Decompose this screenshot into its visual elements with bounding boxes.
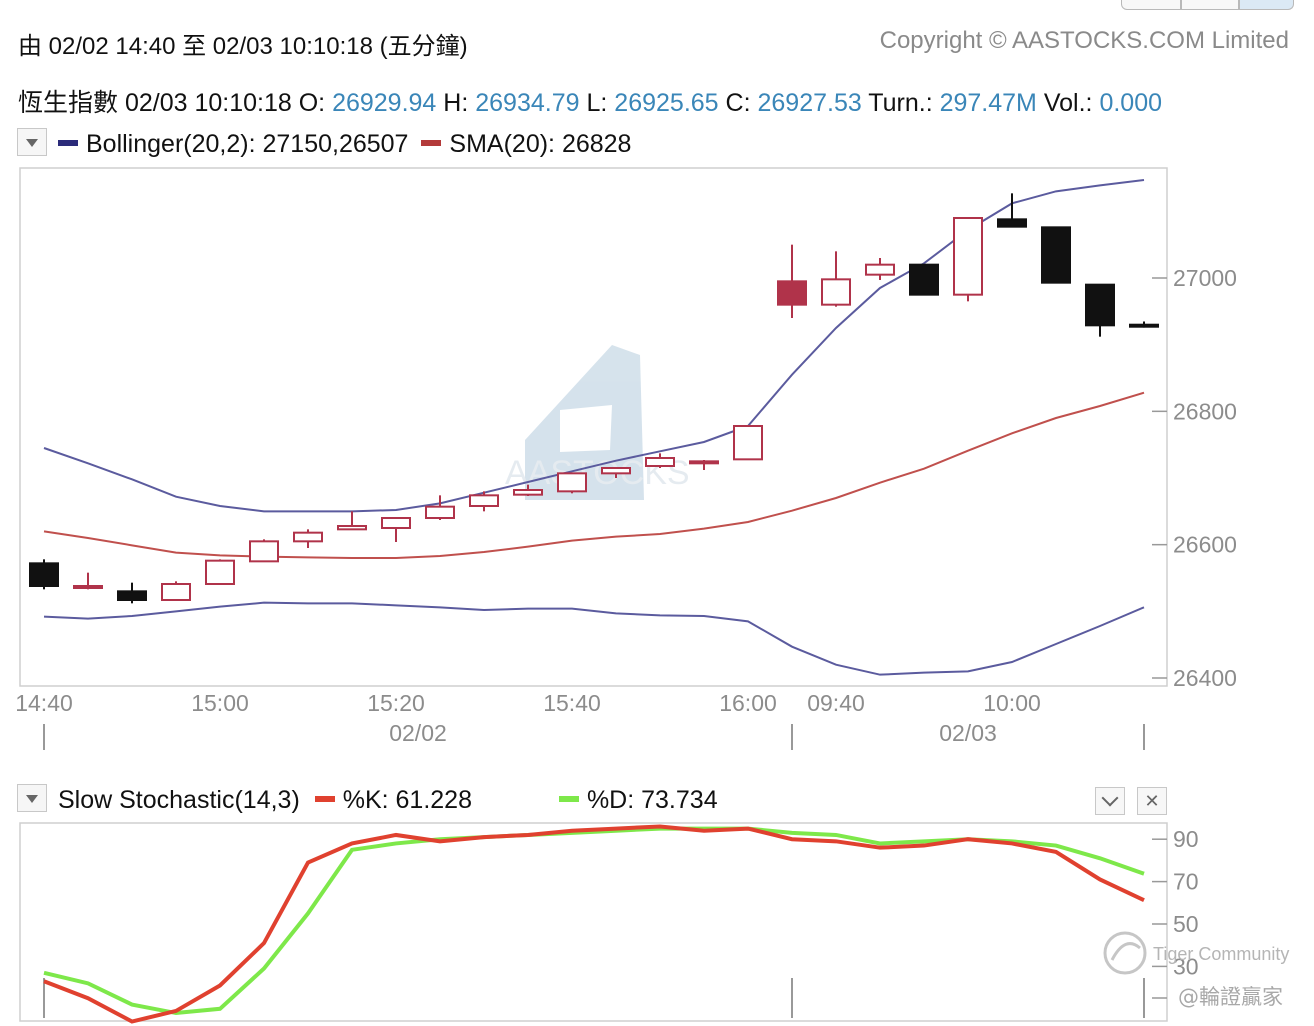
y-tick-label: 27000: [1173, 265, 1237, 291]
close-panel-button[interactable]: ✕: [1137, 787, 1167, 815]
price-plot-frame: [19, 167, 1168, 687]
aastocks-watermark: AASTOCKS: [505, 345, 690, 500]
quote-volume: 0.000: [1099, 89, 1163, 117]
bollinger-swatch: [58, 140, 78, 147]
candle-body: [997, 218, 1027, 228]
x-tick-label: 14:40: [15, 690, 73, 716]
collapse-panel-button[interactable]: [1095, 787, 1125, 815]
candle-body: [73, 585, 103, 589]
candle-body: [865, 263, 895, 276]
close-icon: ✕: [1144, 791, 1160, 811]
stoch-legend: Slow Stochastic(14,3) %K: 61.228 %D: 73.…: [58, 786, 718, 815]
candle-body: [117, 590, 147, 601]
legend-stoch-title: Slow Stochastic(14,3): [58, 786, 300, 814]
main-legend: Bollinger(20,2): 27150,26507 SMA(20): 26…: [58, 130, 631, 159]
candle-body: [953, 217, 983, 296]
date-label: 02/03: [939, 720, 997, 746]
quote-close-label: C:: [725, 89, 751, 117]
stoch-y-tick-label: 30: [1173, 953, 1199, 979]
quote-low: 26925.65: [614, 89, 719, 117]
k-swatch: [314, 796, 335, 803]
k-line: [43, 824, 1145, 1024]
chevron-down-icon: [26, 795, 38, 803]
quote-turnover-label: Turn.:: [868, 89, 933, 117]
candle-body: [557, 472, 587, 493]
author-watermark: @輪證贏家: [1178, 985, 1283, 1009]
sma-line: [43, 391, 1145, 559]
quote-info: 恆生指數 02/03 10:10:18 O: 26929.94 H: 26934…: [18, 83, 1162, 119]
legend-sma: SMA(20): 26828: [449, 130, 632, 158]
toolbar-tab-3[interactable]: [1239, 0, 1294, 10]
quote-volume-label: Vol.:: [1043, 89, 1093, 117]
x-tick-label: 09:40: [807, 690, 865, 716]
x-tick-label: 16:00: [719, 690, 777, 716]
stoch-y-tick-label: 70: [1173, 869, 1199, 895]
candle-body: [293, 531, 323, 543]
chevron-down-icon: [26, 139, 38, 147]
candlesticks: [29, 193, 1159, 604]
candle-body: [821, 278, 851, 306]
candle-body: [161, 583, 191, 601]
x-tick-label: 15:40: [543, 690, 601, 716]
quote-open: 26929.94: [332, 89, 437, 117]
candle-body: [205, 559, 235, 586]
d-swatch: [558, 796, 579, 803]
x-tick-label: 15:00: [191, 690, 249, 716]
candle-body: [645, 457, 675, 467]
quote-turnover: 297.47M: [939, 89, 1037, 117]
candle-body: [425, 505, 455, 519]
y-tick-label: 26600: [1173, 532, 1237, 558]
toolbar-tab-2[interactable]: [1181, 0, 1239, 10]
candle-body: [381, 517, 411, 529]
candle-body: [1129, 323, 1159, 328]
legend-d: %D: 73.734: [586, 786, 718, 814]
y-tick-label: 26800: [1173, 398, 1237, 424]
stoch-y-axis: 30 50 70 90: [43, 826, 1199, 1018]
copyright-text: Copyright © AASTOCKS.COM Limited: [879, 27, 1289, 54]
stoch-y-tick-label: 90: [1173, 826, 1199, 852]
sma-swatch: [421, 140, 442, 147]
quote-name-time: 恆生指數 02/03 10:10:18 O:: [18, 89, 326, 117]
date-range-label: 由 02/02 14:40 至 02/03 10:10:18 (五分鐘): [18, 33, 468, 60]
x-tick-label: 15:20: [367, 690, 425, 716]
stoch-plot-frame: [19, 822, 1168, 1022]
candle-body: [337, 525, 367, 531]
price-x-axis: 14:40 15:00 15:20 15:40 16:00 09:40 10:00 02/02…: [15, 690, 1145, 750]
candle-body: [777, 280, 807, 306]
candle-body: [29, 562, 59, 587]
quote-low-label: L:: [586, 89, 608, 117]
legend-k: %K: 61.228: [342, 786, 472, 814]
stochastic-lines: [43, 824, 1145, 1024]
candle-body: [601, 467, 631, 475]
legend-bollinger: Bollinger(20,2): 27150,26507: [86, 130, 409, 158]
date-label: 02/02: [389, 720, 447, 746]
candle-body: [689, 460, 719, 465]
main-indicator-dropdown[interactable]: [17, 128, 47, 156]
candle-body: [513, 489, 543, 496]
stoch-y-tick-label: 50: [1173, 911, 1199, 937]
quote-high: 26934.79: [475, 89, 580, 117]
toolbar-tab-1[interactable]: [1121, 0, 1181, 10]
quote-close: 26927.53: [757, 89, 862, 117]
bollinger-lower-line: [43, 601, 1145, 676]
y-tick-label: 26400: [1173, 665, 1237, 691]
price-y-axis: 26400 26600 26800 27000: [1152, 265, 1237, 691]
stoch-indicator-dropdown[interactable]: [17, 784, 47, 812]
candle-body: [733, 425, 763, 461]
community-watermark: Tiger Community: [1153, 944, 1289, 964]
tiger-community-logo: [1103, 931, 1147, 975]
candle-body: [1085, 283, 1115, 327]
candle-body: [909, 263, 939, 296]
candle-body: [1041, 226, 1071, 284]
d-line: [43, 826, 1145, 1016]
quote-high-label: H:: [443, 89, 469, 117]
candle-body: [249, 540, 279, 563]
x-tick-label: 10:00: [983, 690, 1041, 716]
candle-body: [469, 494, 499, 508]
